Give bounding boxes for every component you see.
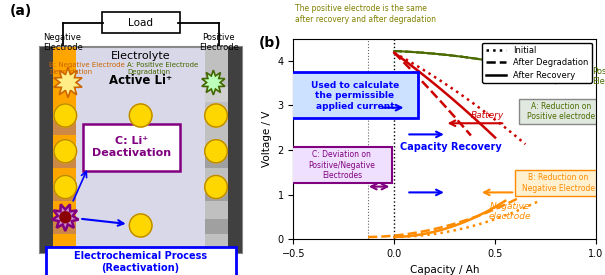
Polygon shape [52, 204, 79, 231]
Circle shape [54, 140, 77, 163]
Polygon shape [202, 70, 225, 95]
Text: A: Reduction on
Positive electrode: A: Reduction on Positive electrode [526, 101, 595, 121]
Text: Electrolyte: Electrolyte [111, 51, 171, 61]
Text: C: Deviation on
Positive/Negative
Electrodes: C: Deviation on Positive/Negative Electr… [309, 150, 375, 180]
Circle shape [204, 104, 227, 127]
FancyBboxPatch shape [228, 47, 241, 253]
Circle shape [204, 140, 227, 163]
FancyBboxPatch shape [205, 87, 228, 102]
Circle shape [54, 104, 77, 127]
FancyBboxPatch shape [205, 219, 228, 234]
Circle shape [129, 214, 152, 237]
Text: (b): (b) [259, 36, 282, 50]
Circle shape [54, 175, 77, 199]
Polygon shape [54, 67, 82, 98]
FancyBboxPatch shape [292, 72, 419, 118]
Text: Negative
Electrode: Negative Electrode [42, 33, 82, 53]
Text: Negative
electrode: Negative electrode [489, 202, 532, 221]
Text: C: Li⁺
Deactivation: C: Li⁺ Deactivation [92, 136, 171, 158]
Text: Capacity Recovery: Capacity Recovery [400, 142, 502, 152]
FancyBboxPatch shape [205, 47, 228, 253]
FancyBboxPatch shape [53, 153, 76, 168]
Text: Electrochemical Process
(Reactivation): Electrochemical Process (Reactivation) [74, 251, 208, 273]
FancyBboxPatch shape [40, 47, 241, 253]
Text: Positive
Electrode: Positive Electrode [592, 67, 605, 86]
Text: (a): (a) [10, 4, 32, 18]
FancyBboxPatch shape [205, 153, 228, 168]
X-axis label: Capacity / Ah: Capacity / Ah [410, 265, 479, 274]
Circle shape [129, 104, 152, 127]
FancyBboxPatch shape [53, 47, 76, 253]
FancyBboxPatch shape [205, 186, 228, 201]
FancyBboxPatch shape [40, 47, 53, 253]
Circle shape [60, 212, 71, 223]
FancyBboxPatch shape [53, 120, 76, 135]
Text: Load: Load [128, 18, 153, 28]
Text: Active Li⁺: Active Li⁺ [109, 74, 172, 87]
FancyBboxPatch shape [53, 186, 76, 201]
Circle shape [204, 175, 227, 199]
Text: Positive
Electrode: Positive Electrode [199, 33, 239, 53]
Text: B: Reduction on
Negative Electrode: B: Reduction on Negative Electrode [522, 173, 595, 193]
Text: The positive electrode is the same
after recovery and after degradation: The positive electrode is the same after… [295, 4, 436, 24]
FancyBboxPatch shape [102, 12, 180, 33]
Legend: Initial, After Degradation, After Recovery: Initial, After Degradation, After Recove… [482, 43, 592, 83]
FancyBboxPatch shape [515, 170, 602, 196]
FancyBboxPatch shape [292, 147, 392, 183]
FancyBboxPatch shape [53, 219, 76, 234]
Text: A: Positive Electrode
Degradation: A: Positive Electrode Degradation [127, 62, 198, 75]
Text: Battery: Battery [471, 111, 504, 120]
FancyBboxPatch shape [83, 124, 180, 170]
Y-axis label: Voltage / V: Voltage / V [262, 111, 272, 167]
Text: Used to calculate
the permissible
applied current: Used to calculate the permissible applie… [311, 81, 399, 111]
FancyBboxPatch shape [45, 247, 236, 275]
Text: B: Negative Electrode
Degradation: B: Negative Electrode Degradation [49, 62, 125, 75]
FancyBboxPatch shape [519, 99, 602, 124]
